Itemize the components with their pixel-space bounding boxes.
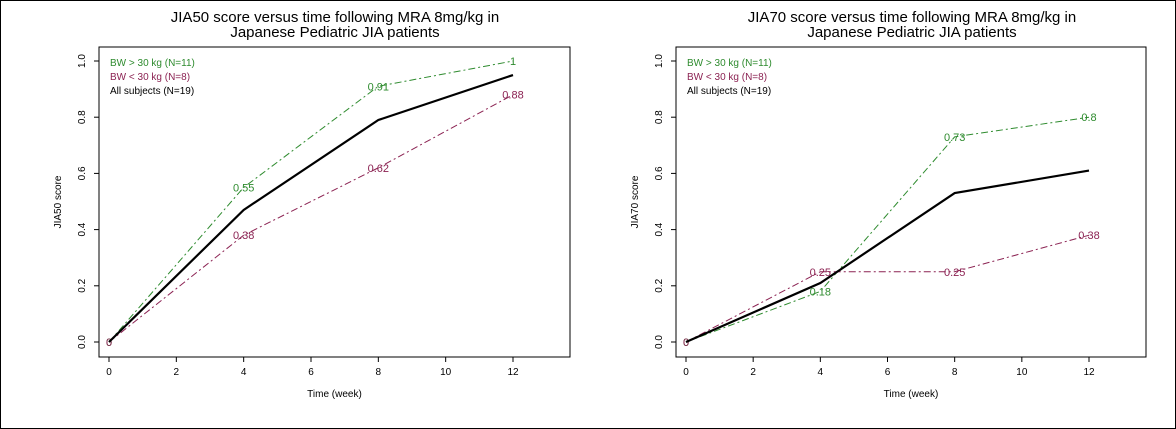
data-label-heavy: 0.55: [233, 182, 254, 194]
x-tick-label: 0: [683, 367, 689, 378]
series-line-all: [108, 74, 514, 343]
x-tick-label: 4: [241, 367, 247, 378]
chart-title: JIA50 score versus time following MRA 8m…: [171, 9, 499, 26]
legend-entry-heavy: BW > 30 kg (N=11): [687, 58, 772, 69]
data-label-heavy: 0.8: [1081, 112, 1096, 124]
legend-entry-all: All subjects (N=19): [110, 86, 194, 97]
data-label-light: 0.62: [368, 163, 389, 175]
data-label-heavy: 1: [510, 56, 516, 68]
y-tick-label: 0.6: [77, 166, 88, 180]
series-line-light: [108, 94, 514, 343]
series-line-light: [685, 234, 1090, 343]
chart-subtitle: Japanese Pediatric JIA patients: [230, 24, 439, 41]
y-axis-label: JIA70 score: [630, 175, 641, 228]
x-axis-label: Time (week): [884, 389, 939, 400]
y-tick-label: 0.4: [654, 222, 665, 236]
y-tick-label: 0.6: [654, 166, 665, 180]
data-label-light: 0: [683, 337, 689, 349]
y-tick-label: 0.4: [77, 222, 88, 236]
y-tick-label: 0.0: [77, 335, 88, 349]
data-label-heavy: 0.91: [368, 81, 389, 93]
data-label-light: 0.25: [944, 267, 965, 279]
y-tick-label: 0.8: [77, 110, 88, 124]
x-tick-label: 4: [818, 367, 824, 378]
y-tick-label: 0.2: [77, 278, 88, 292]
x-tick-label: 10: [1016, 367, 1028, 378]
y-tick-label: 0.0: [654, 335, 665, 349]
chart-subtitle: Japanese Pediatric JIA patients: [807, 24, 1016, 41]
series-line-heavy: [108, 60, 514, 343]
y-axis-label: JIA50 score: [53, 175, 64, 228]
data-label-light: 0: [106, 337, 112, 349]
x-axis-label: Time (week): [307, 389, 362, 400]
legend-entry-heavy: BW > 30 kg (N=11): [110, 58, 195, 69]
data-label-heavy: 0.18: [810, 286, 831, 298]
data-label-light: 0.88: [502, 90, 523, 102]
data-label-light: 0.38: [233, 230, 254, 242]
y-tick-label: 1.0: [654, 54, 665, 68]
data-label-heavy: 0.73: [944, 132, 965, 144]
legend-entry-light: BW < 30 kg (N=8): [110, 72, 190, 83]
legend-entry-all: All subjects (N=19): [687, 86, 771, 97]
data-label-heavy: 0: [683, 337, 689, 349]
x-tick-label: 8: [952, 367, 958, 378]
x-tick-label: 6: [885, 367, 891, 378]
x-tick-label: 12: [507, 367, 519, 378]
chart-panel-2: JIA70 score versus time following MRA 8m…: [630, 9, 1147, 400]
plot-frame: [675, 46, 1147, 358]
x-tick-label: 8: [376, 367, 382, 378]
legend-entry-light: BW < 30 kg (N=8): [687, 72, 767, 83]
x-tick-label: 0: [106, 367, 112, 378]
y-tick-label: 1.0: [77, 54, 88, 68]
chart-panel-1: JIA50 score versus time following MRA 8m…: [53, 9, 571, 400]
x-tick-label: 12: [1083, 367, 1095, 378]
x-tick-label: 10: [440, 367, 452, 378]
data-label-heavy: 0: [106, 337, 112, 349]
series-line-heavy: [685, 116, 1090, 343]
data-label-light: 0.25: [810, 267, 831, 279]
y-tick-label: 0.8: [654, 110, 665, 124]
x-tick-label: 2: [174, 367, 180, 378]
x-tick-label: 2: [750, 367, 756, 378]
y-tick-label: 0.2: [654, 278, 665, 292]
x-tick-label: 6: [308, 367, 314, 378]
chart-title: JIA70 score versus time following MRA 8m…: [748, 9, 1076, 26]
data-label-light: 0.38: [1078, 230, 1099, 242]
series-line-all: [685, 169, 1090, 344]
plot-frame: [98, 46, 571, 358]
